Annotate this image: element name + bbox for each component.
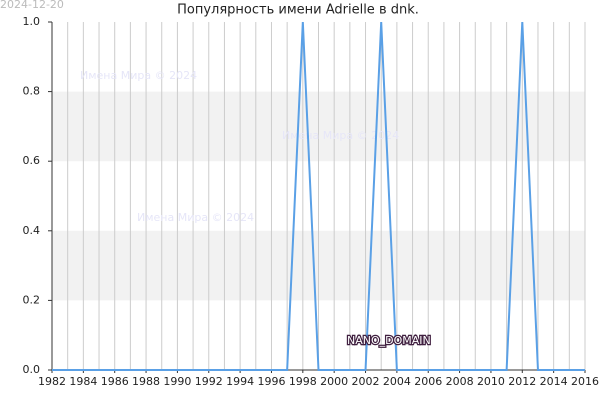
x-tick-label: 2016 bbox=[571, 375, 599, 388]
domain-label: NANO_DOMAIN bbox=[347, 334, 431, 347]
x-tick-label: 1988 bbox=[132, 375, 160, 388]
x-tick-label: 1982 bbox=[38, 375, 66, 388]
line bbox=[52, 21, 585, 371]
watermark: Имена Мира © 2024 bbox=[137, 211, 254, 224]
x-tick-label: 1994 bbox=[226, 375, 254, 388]
watermark: Имена Мира © 2024 bbox=[282, 129, 399, 142]
chart-title: Популярность имени Adrielle в dnk. bbox=[177, 3, 419, 18]
x-tick-label: 2006 bbox=[414, 375, 442, 388]
x-tick-label: 2010 bbox=[477, 375, 505, 388]
y-tick-label: 0.8 bbox=[23, 85, 41, 98]
y-tick-label: 1.0 bbox=[23, 15, 41, 28]
x-tick-label: 2002 bbox=[352, 375, 380, 388]
x-tick-label: 2004 bbox=[383, 375, 411, 388]
y-tick-label: 0.2 bbox=[23, 293, 41, 306]
y-tick-label: 0.6 bbox=[23, 154, 41, 167]
x-tick-label: 2012 bbox=[508, 375, 536, 388]
watermark: Имена Мира © 2024 bbox=[80, 69, 197, 82]
date-stamp: 2024-12-20 bbox=[0, 0, 64, 11]
x-tick-label: 1986 bbox=[101, 375, 129, 388]
x-tick-label: 1984 bbox=[69, 375, 97, 388]
y-tick-label: 0.0 bbox=[23, 363, 41, 376]
x-tick-label: 1992 bbox=[195, 375, 223, 388]
x-tick-label: 1998 bbox=[289, 375, 317, 388]
y-tick-label: 0.4 bbox=[23, 224, 41, 237]
x-tick-label: 2008 bbox=[446, 375, 474, 388]
x-tick-label: 1996 bbox=[257, 375, 285, 388]
x-tick-label: 2000 bbox=[320, 375, 348, 388]
x-tick-label: 2014 bbox=[540, 375, 568, 388]
x-tick-label: 1990 bbox=[163, 375, 191, 388]
